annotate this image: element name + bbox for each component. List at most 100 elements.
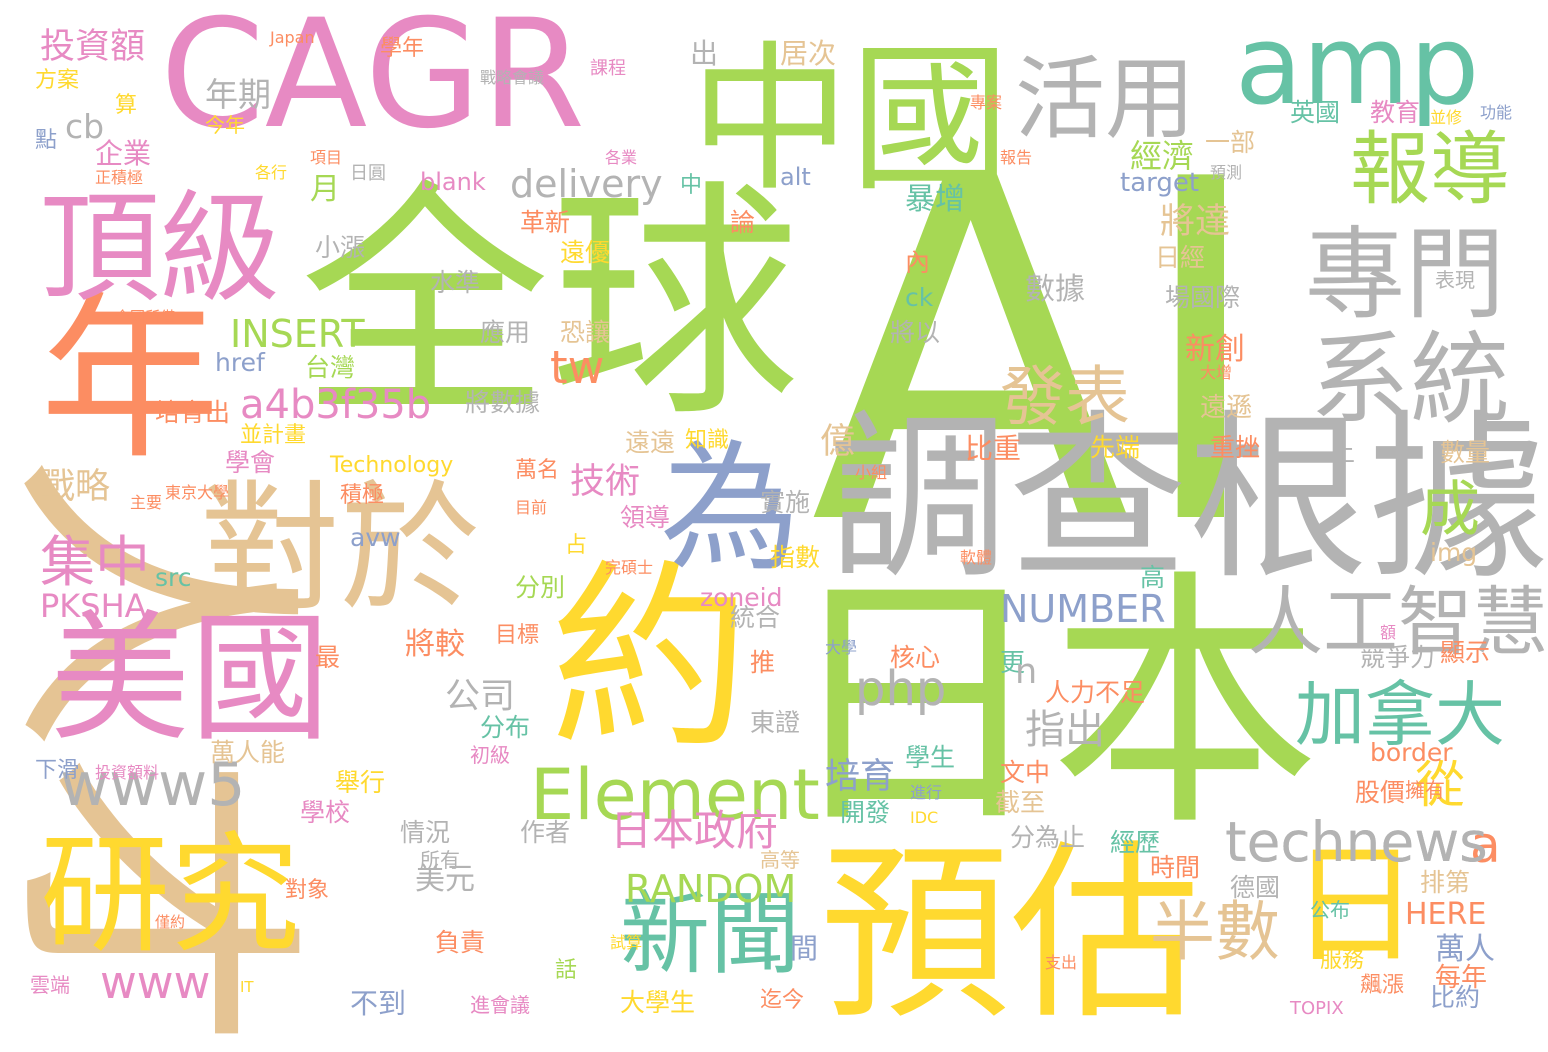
cloud-word: 年期 — [205, 75, 271, 114]
cloud-word: 發表 — [1000, 360, 1131, 435]
cloud-word: 數量 — [1440, 438, 1491, 467]
cloud-word: 學生 — [905, 743, 956, 772]
cloud-word: 間 — [790, 932, 819, 965]
cloud-word: 目標 — [495, 623, 540, 648]
cloud-word: 日經 — [1155, 243, 1206, 272]
cloud-word: 預測 — [1210, 163, 1243, 182]
cloud-word: technews — [1225, 810, 1488, 874]
cloud-word: 全球 — [300, 159, 800, 450]
cloud-word: 各業 — [605, 148, 638, 167]
cloud-word: IDC — [910, 808, 939, 827]
cloud-word: 試算 — [610, 933, 643, 952]
cloud-word: 指數 — [770, 543, 821, 572]
cloud-word: 各行 — [255, 163, 288, 182]
cloud-word: 分為止 — [1010, 823, 1086, 852]
cloud-word: 戰略會議 — [480, 68, 545, 87]
cloud-word: 億 — [820, 422, 856, 462]
cloud-word: 預估 — [820, 824, 1201, 1045]
cloud-word: 並修 — [1430, 108, 1463, 127]
cloud-word: 高 — [1140, 563, 1166, 592]
cloud-word: 股價 — [1355, 778, 1406, 807]
cloud-word: 中 — [680, 173, 703, 198]
cloud-word: 分別 — [515, 573, 566, 602]
cloud-word: 飆漲 — [1360, 973, 1405, 998]
cloud-word: 美國 — [50, 598, 331, 761]
cloud-word: border — [1370, 738, 1453, 767]
cloud-word: 比重 — [965, 432, 1022, 465]
cloud-word: 算 — [115, 93, 138, 118]
cloud-word: HERE — [1405, 897, 1487, 932]
cloud-word: 截至 — [995, 788, 1046, 817]
cloud-word: 小組 — [855, 463, 888, 482]
cloud-word: www — [100, 956, 211, 1009]
cloud-word: 投資額料 — [95, 763, 160, 782]
cloud-word: 對於 — [200, 468, 481, 631]
cloud-word: AI — [810, 81, 1271, 628]
cloud-word: 指出 — [1025, 707, 1105, 753]
cloud-word: 舉行 — [335, 768, 386, 797]
cloud-word: 迄今 — [760, 988, 805, 1013]
cloud-word: 投資額 — [40, 27, 146, 67]
cloud-word: 分布 — [480, 713, 531, 742]
cloud-word: 英國 — [1290, 98, 1341, 127]
cloud-word: blank — [420, 168, 486, 196]
cloud-word: a — [1470, 816, 1501, 874]
cloud-word: 領導 — [620, 503, 671, 532]
cloud-word: 進行 — [910, 783, 943, 802]
cloud-word: 大增 — [1200, 363, 1233, 382]
cloud-word: RANDOM — [625, 867, 797, 911]
cloud-word: 年 — [40, 275, 221, 484]
cloud-word: 擁有 — [1405, 778, 1445, 802]
cloud-word: 美元 — [415, 862, 475, 897]
cloud-word: 知識 — [685, 428, 730, 453]
cloud-word: 應用 — [480, 318, 531, 347]
cloud-word: 從 — [1415, 756, 1465, 814]
cloud-word: 表現 — [1435, 268, 1475, 292]
cloud-word: 半數 — [1150, 895, 1281, 970]
cloud-word: 將以 — [890, 318, 941, 347]
cloud-word: 僅約 — [155, 913, 186, 931]
cloud-word: a4b3f35b — [240, 382, 432, 428]
cloud-word: technews — [1225, 810, 1488, 874]
cloud-word: 恐讓 — [560, 318, 611, 347]
cloud-word: 企業 — [95, 137, 152, 170]
cloud-word: 內 — [905, 248, 931, 277]
cloud-word: 占 — [565, 533, 588, 558]
cloud-word: 正積極 — [95, 168, 144, 187]
cloud-word: 將數據 — [465, 388, 541, 417]
cloud-word: 作者 — [520, 818, 571, 847]
cloud-word: 遠遠 — [625, 428, 676, 457]
cloud-word: delivery — [510, 162, 663, 206]
cloud-word: 戰略 — [40, 467, 111, 507]
cloud-word: 方案 — [35, 68, 80, 93]
cloud-word: 所有 — [420, 848, 460, 872]
cloud-word: 人工智慧 — [1247, 578, 1548, 666]
cloud-word: 情況 — [400, 818, 451, 847]
cloud-word: 頂級 — [40, 180, 280, 319]
cloud-word: 今年 — [205, 113, 245, 137]
cloud-word: zoneid — [700, 583, 783, 612]
cloud-word: Element — [530, 754, 820, 836]
cloud-word: NUMBER — [1000, 587, 1166, 631]
cloud-word: 負責 — [435, 928, 486, 957]
cloud-word: 培育出 — [155, 398, 231, 427]
cloud-word: 並計畫 — [240, 423, 307, 448]
cloud-word: 日圓 — [350, 163, 386, 184]
cloud-word: 日本政府 — [610, 806, 779, 855]
cloud-word: 下滑 — [35, 758, 80, 783]
cloud-word: 項目 — [310, 148, 343, 167]
cloud-word: 公司 — [445, 677, 516, 717]
cloud-word: 萬人 — [1435, 932, 1495, 967]
cloud-word: 全國所僅 — [115, 308, 176, 326]
cloud-word: 話 — [555, 958, 578, 983]
cloud-word: 文中 — [1000, 758, 1051, 787]
cloud-word: 點 — [35, 128, 58, 153]
cloud-word: IT — [240, 978, 254, 996]
cloud-word: 革新 — [520, 208, 571, 237]
cloud-word: target — [1120, 168, 1200, 198]
cloud-word: 服務 — [1320, 948, 1365, 973]
cloud-word: 暴增 — [905, 182, 965, 217]
cloud-word: n — [1015, 652, 1038, 692]
cloud-word: 支出 — [1045, 953, 1078, 972]
